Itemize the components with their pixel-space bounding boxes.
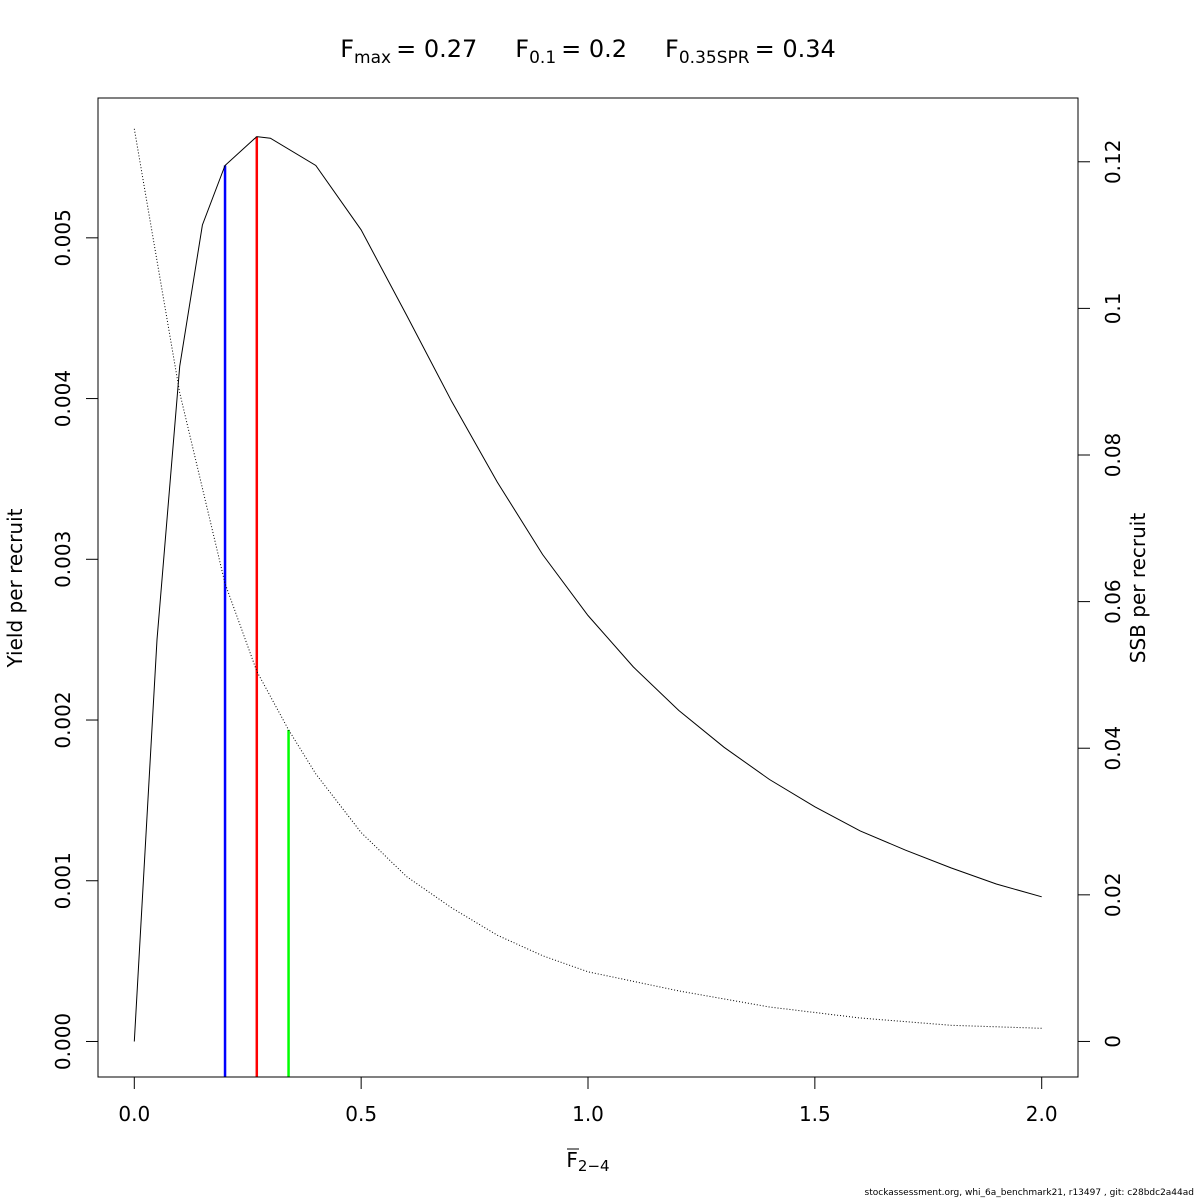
- x-tick-label: 0.0: [118, 1102, 150, 1126]
- plot-frame: [97, 97, 1079, 1078]
- title-symbol: F: [665, 35, 679, 63]
- series-lines: [133, 128, 1042, 1042]
- title-value: = 0.2: [561, 35, 627, 63]
- y-right-tick-label: 0.12: [1101, 140, 1125, 185]
- y-right-tick-label: 0.06: [1101, 579, 1125, 624]
- reference-lines: [223, 136, 290, 1077]
- chart-title-text: Fmax = 0.27 F0.1 = 0.2 F0.35SPR = 0.34: [340, 35, 836, 68]
- y-right-tick-label: 0.1: [1101, 292, 1125, 324]
- x-tick-label: 0.5: [345, 1102, 377, 1126]
- ssb-per-recruit-line: [133, 128, 1042, 1029]
- x-tick-label: 1.5: [799, 1102, 831, 1126]
- y-axis-left: 0.000 0.001 0.002 0.003 0.004 0.005: [51, 209, 98, 1070]
- title-subscript: 0.1: [529, 48, 556, 68]
- chart-title: Fmax = 0.27 F0.1 = 0.2 F0.35SPR = 0.34: [340, 35, 836, 68]
- x-label-text: F2−4: [566, 1148, 609, 1175]
- footer-caption: stockassessment.org, whi_6a_benchmark21,…: [864, 1188, 1194, 1198]
- y-left-tick-label: 0.003: [51, 531, 75, 588]
- y-axis-right-label: SSB per recruit: [1126, 513, 1150, 664]
- y-axis-left-label: Yield per recruit: [3, 508, 27, 668]
- title-value: = 0.34: [755, 35, 836, 63]
- y-left-tick-label: 0.001: [51, 852, 75, 909]
- x-axis-label: F2−4: [566, 1148, 609, 1175]
- y-right-tick-label: 0: [1101, 1035, 1125, 1048]
- title-subscript: 0.35SPR: [679, 48, 750, 68]
- yield-per-recruit-line: [133, 136, 1042, 1042]
- y-left-tick-label: 0.005: [51, 209, 75, 266]
- y-axis-right: 0 0.02 0.04 0.06 0.08 0.1 0.12: [1078, 140, 1125, 1048]
- y-left-tick-label: 0.004: [51, 370, 75, 427]
- x-label-subscript: 2−4: [578, 1157, 610, 1175]
- y-right-tick-label: 0.04: [1101, 726, 1125, 771]
- x-axis: 0.0 0.5 1.0 1.5 2.0: [118, 1076, 1058, 1126]
- x-label-symbol: F: [566, 1148, 578, 1172]
- title-symbol: F: [515, 35, 529, 63]
- title-symbol: F: [340, 35, 354, 63]
- title-subscript: max: [354, 48, 391, 68]
- y-right-tick-label: 0.02: [1101, 873, 1125, 918]
- x-tick-label: 1.0: [572, 1102, 604, 1126]
- title-value: = 0.27: [396, 35, 477, 63]
- x-tick-label: 2.0: [1026, 1102, 1058, 1126]
- y-left-tick-label: 0.000: [51, 1013, 75, 1070]
- y-left-tick-label: 0.002: [51, 691, 75, 748]
- y-right-tick-label: 0.08: [1101, 433, 1125, 478]
